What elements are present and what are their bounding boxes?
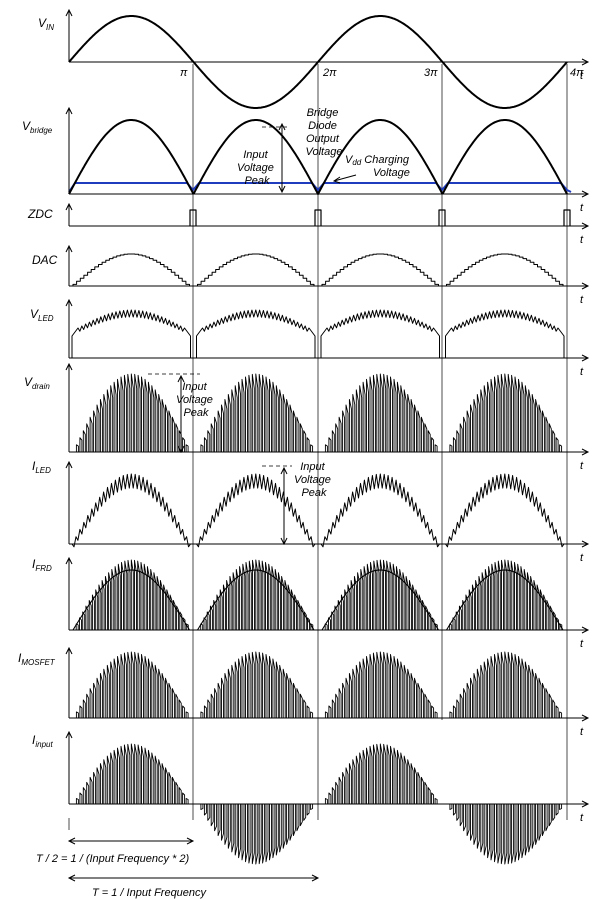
vdrain-trace [200, 373, 314, 452]
signal-label-vdrain: Vdrain [24, 375, 50, 391]
full-period-label: T = 1 / Input Frequency [92, 887, 208, 899]
dac-trace [197, 253, 315, 286]
input-voltage-peak-label: Input Voltage Peak [237, 149, 277, 187]
signal-label-ifrd: IFRD [32, 557, 52, 573]
signal-label-imosfet: IMOSFET [18, 651, 56, 667]
ifrd-trace-envelope [446, 569, 564, 631]
imosfet-t-label: t [580, 726, 584, 738]
dac-x-axis [69, 282, 590, 290]
half-period-arrow [67, 837, 195, 845]
imosfet-trace [449, 651, 563, 718]
vdrain-trace [75, 373, 189, 452]
zdc-pulse [189, 209, 197, 226]
drain-peak-label: Input Voltage Peak [176, 381, 216, 419]
panel-zdc: ZDC t [27, 202, 590, 246]
zdc-pulse [314, 209, 322, 226]
vled-trace [320, 309, 440, 358]
ifrd-trace-envelope [197, 569, 315, 631]
ifrd-t-label: t [580, 638, 584, 650]
imosfet-trace [75, 651, 189, 718]
imosfet-trace [324, 651, 438, 718]
iinput-trace [324, 743, 438, 804]
signal-label-iled: ILED [32, 459, 51, 475]
panel-iled: ILED Input Voltage Peak t [32, 459, 590, 564]
iinput-t-label: t [580, 812, 584, 824]
period-annotations: T / 2 = 1 / (Input Frequency * 2) T = 1 … [36, 818, 320, 899]
dac-trace [72, 253, 190, 286]
vdd-charging-label: Vdd Charging [345, 154, 410, 167]
vin-y-axis [65, 8, 73, 62]
signal-label-vled: VLED [30, 307, 54, 323]
panel-iinput: Iinput t [32, 730, 590, 865]
iled-peak-label: Input Voltage Peak [294, 461, 334, 499]
ifrd-trace-envelope [72, 569, 190, 631]
panel-ifrd: IFRD t [32, 556, 590, 650]
iled-x-axis [69, 540, 590, 548]
vdrain-trace [324, 373, 438, 452]
zdc-t-label: t [580, 234, 584, 246]
ifrd-y-axis [65, 556, 73, 630]
signal-label-vin: VIN [38, 16, 54, 32]
panel-imosfet: IMOSFET t [18, 646, 590, 738]
tick-2pi: 2π [322, 67, 337, 79]
vdrain-y-axis [65, 362, 73, 452]
vdrain-trace [449, 373, 563, 452]
imosfet-trace [200, 651, 314, 718]
vdrain-t-label: t [580, 460, 584, 472]
zdc-pulse [438, 209, 446, 226]
zdc-pulse [563, 209, 571, 226]
vin-x-axis [69, 58, 590, 66]
tick-4pi: 4π [570, 67, 584, 79]
dac-y-axis [65, 244, 73, 286]
iled-y-axis [65, 460, 73, 544]
iled-trace [71, 473, 191, 548]
panel-vbridge: Vbridge Bridge Diode Output Voltage Inpu… [22, 106, 590, 214]
vbridge-t-label: t [580, 202, 584, 214]
signal-label-iinput: Iinput [32, 733, 53, 749]
vbridge-y-axis [65, 106, 73, 194]
imosfet-y-axis [65, 646, 73, 718]
vin-trace [68, 15, 568, 109]
panel-vdrain: Vdrain Input Voltage Peak t [24, 362, 590, 472]
iled-trace [196, 473, 316, 548]
tick-pi: π [180, 67, 188, 79]
vin-t-label: t [580, 70, 584, 82]
signal-label-vbridge: Vbridge [22, 119, 53, 135]
iinput-y-axis [65, 730, 73, 804]
vled-x-axis [69, 354, 590, 362]
signal-label-zdc: ZDC [27, 207, 53, 221]
signal-label-dac: DAC [32, 253, 58, 267]
dac-trace [321, 253, 439, 286]
iled-trace [445, 473, 565, 548]
vdd-voltage-label: Voltage [373, 167, 410, 179]
iled-t-label: t [580, 552, 584, 564]
vled-trace [196, 309, 316, 358]
dac-t-label: t [580, 294, 584, 306]
iled-trace [320, 473, 440, 548]
iinput-trace [449, 804, 563, 865]
zdc-x-axis [69, 222, 590, 230]
panel-dac: DAC t [32, 244, 590, 306]
vled-trace [445, 309, 565, 358]
tick-3pi: 3π [424, 67, 438, 79]
bridge-diode-output-label: Bridge Diode Output Voltage [306, 107, 343, 158]
vbridge-trace [68, 119, 568, 195]
panel-vled: VLED t [30, 298, 590, 378]
vled-t-label: t [580, 366, 584, 378]
panel-vin: VIN π 2π 3π 4π t [38, 8, 590, 109]
iinput-trace [75, 743, 189, 804]
ifrd-trace-envelope [321, 569, 439, 631]
vbridge-x-axis [69, 190, 590, 198]
half-period-label: T / 2 = 1 / (Input Frequency * 2) [36, 853, 189, 865]
iinput-trace [200, 804, 314, 865]
iled-peak-arrow [280, 466, 288, 546]
vdd-pointer-arrow [332, 174, 357, 184]
full-period-arrow [67, 874, 320, 882]
dac-trace [446, 253, 564, 286]
vled-trace [71, 309, 191, 358]
vled-y-axis [65, 298, 73, 358]
zdc-y-axis [65, 202, 73, 226]
